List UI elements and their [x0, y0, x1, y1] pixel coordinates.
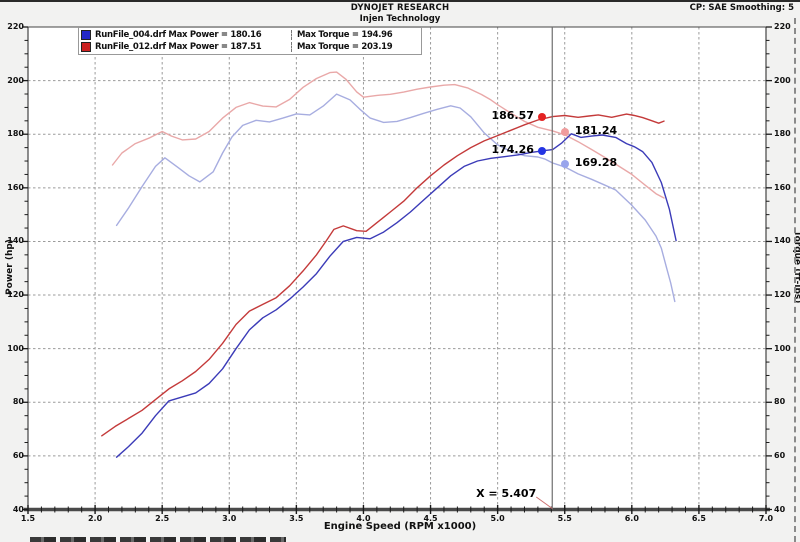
- x-axis-title: Engine Speed (RPM x1000): [323, 521, 477, 532]
- readout-red-torque-value: 181.24: [574, 123, 618, 137]
- torque-tick-label: 180: [774, 129, 791, 139]
- rpm-tick-label: 6.0: [624, 514, 639, 523]
- rpm-tick-label: 2.0: [87, 514, 103, 523]
- power-tick-label: 180: [7, 129, 24, 139]
- legend-row-runfile-012[interactable]: RunFile_012.drf Max Power = 187.51 Max T…: [81, 41, 419, 53]
- blue-power-marker-dot: [537, 147, 546, 156]
- blue-torque-marker-dot: [560, 159, 569, 168]
- torque-tick-label: 120: [774, 290, 791, 300]
- torque-tick-label: 80: [774, 397, 786, 407]
- rpm-tick-label: 3.5: [289, 514, 304, 523]
- legend-divider: [291, 42, 297, 52]
- torque-tick-label: 100: [774, 343, 791, 353]
- power-tick-label: 60: [12, 450, 24, 460]
- rpm-tick-label: 5.5: [557, 514, 572, 523]
- legend-box: RunFile_004.drf Max Power = 180.16 Max T…: [78, 27, 422, 55]
- cursor-x-value-label: X = 5.407: [476, 487, 537, 500]
- torque-tick-label: 60: [774, 450, 786, 460]
- power-tick-label: 200: [7, 75, 24, 85]
- page-title: DYNOJET RESEARCH: [350, 3, 450, 13]
- legend-file-power-label: RunFile_004.drf Max Power = 180.16: [95, 30, 262, 40]
- cropped-caption-strip: [30, 537, 286, 542]
- rpm-tick-label: 7.0: [758, 514, 774, 523]
- curve-runfile-004-power: [115, 133, 677, 458]
- legend-row-runfile-004[interactable]: RunFile_004.drf Max Power = 180.16 Max T…: [81, 29, 419, 41]
- legend-color-chip-blue: [81, 30, 91, 40]
- rpm-tick-label: 4.0: [356, 514, 371, 523]
- readout-red-power-value: 186.57: [491, 109, 534, 123]
- power-axis-title: Power (hp): [5, 239, 15, 295]
- right-panel-edge: [794, 18, 796, 542]
- power-tick-label: 220: [7, 22, 24, 31]
- legend-divider: [291, 30, 297, 40]
- legend-color-chip-red: [81, 42, 91, 52]
- rpm-tick-label: 4.5: [423, 514, 438, 523]
- readout-blue-torque-value: 169.28: [574, 155, 618, 169]
- torque-tick-label: 140: [774, 236, 791, 246]
- rpm-tick-label: 6.5: [691, 514, 706, 523]
- rpm-tick-label: 1.5: [20, 514, 36, 523]
- legend-torque-label: Max Torque = 203.19: [297, 42, 393, 52]
- page-subtitle: Injen Technology: [359, 14, 441, 24]
- readout-blue-power-value: 174.26: [491, 143, 534, 157]
- red-power-marker-dot: [537, 113, 546, 122]
- power-tick-label: 100: [7, 343, 24, 353]
- rpm-tick-label: 2.5: [155, 514, 170, 523]
- power-tick-label: 80: [12, 397, 24, 407]
- curve-runfile-012-torque: [111, 71, 665, 199]
- rpm-tick-label: 3.0: [222, 514, 237, 523]
- correction-smoothing-label: CP: SAE Smoothing: 5: [689, 3, 794, 13]
- red-torque-marker-dot: [560, 127, 569, 136]
- power-tick-label: 40: [12, 504, 24, 514]
- top-border: [0, 0, 800, 2]
- power-tick-label: 140: [7, 236, 24, 246]
- rpm-tick-label: 5.0: [490, 514, 505, 523]
- power-tick-label: 120: [7, 290, 24, 300]
- curve-runfile-004-torque: [115, 93, 676, 303]
- curve-runfile-012-power: [101, 113, 665, 437]
- torque-tick-label: 40: [774, 504, 786, 514]
- legend-torque-label: Max Torque = 194.96: [297, 30, 393, 40]
- plot-area: [28, 27, 766, 510]
- cursor-callout-line: [535, 496, 553, 509]
- torque-tick-label: 200: [774, 75, 791, 85]
- legend-file-power-label: RunFile_012.drf Max Power = 187.51: [95, 42, 262, 52]
- torque-tick-label: 220: [774, 22, 791, 31]
- power-tick-label: 160: [7, 182, 24, 192]
- torque-tick-label: 160: [774, 182, 791, 192]
